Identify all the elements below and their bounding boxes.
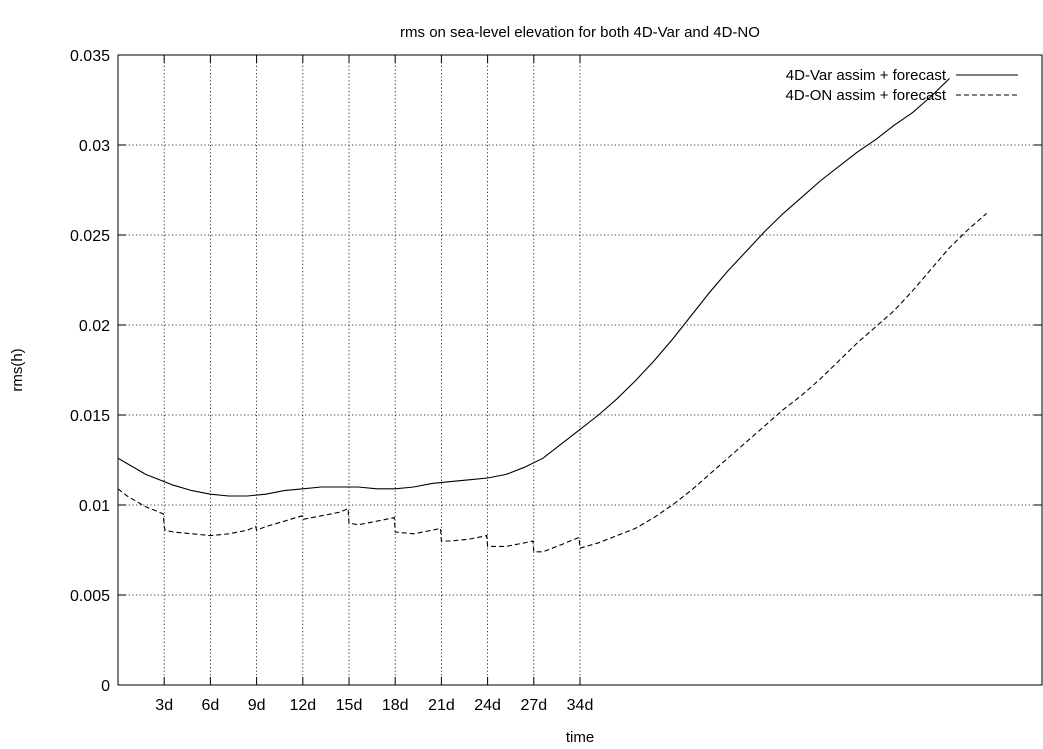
y-axis-ticks: 0 0.005 0.01 0.015 0.02 0.025 0.03 0.035: [70, 48, 1042, 695]
series-line-1: [117, 78, 950, 497]
x-tick-label: 6d: [202, 697, 220, 714]
x-tick-label: 27d: [520, 697, 547, 714]
legend-label-2: 4D-ON assim + forecast: [786, 87, 947, 104]
x-tick-label: 12d: [289, 697, 316, 714]
y-tick-label: 0: [101, 678, 110, 695]
y-tick-label: 0.005: [70, 588, 110, 605]
y-tick-label: 0.035: [70, 48, 110, 65]
y-tick-label: 0.01: [79, 498, 110, 515]
grid-lines: [118, 55, 1042, 685]
x-tick-label: 9d: [248, 697, 266, 714]
x-tick-label: 3d: [155, 697, 173, 714]
x-tick-label: 15d: [336, 697, 363, 714]
series-layer: [117, 78, 987, 553]
x-tick-label: 34d: [567, 697, 594, 714]
x-tick-label: 21d: [428, 697, 455, 714]
x-axis-title: time: [566, 729, 594, 746]
plot-frame: [117, 54, 1043, 686]
x-tick-label: 24d: [474, 697, 501, 714]
legend: 4D-Var assim + forecast 4D-ON assim + for…: [786, 67, 1018, 104]
y-tick-label: 0.015: [70, 408, 110, 425]
y-axis-title: rms(h): [9, 348, 26, 391]
y-tick-label: 0.03: [79, 138, 110, 155]
series-line-2: [117, 212, 987, 553]
legend-label-1: 4D-Var assim + forecast: [786, 67, 947, 84]
x-axis-ticks: 3d 6d 9d 12d 15d 18d 21d 24d 27d 34d: [155, 55, 593, 714]
y-tick-label: 0.02: [79, 318, 110, 335]
x-tick-label: 18d: [382, 697, 409, 714]
chart-title: rms on sea-level elevation for both 4D-V…: [400, 24, 760, 41]
y-tick-label: 0.025: [70, 228, 110, 245]
